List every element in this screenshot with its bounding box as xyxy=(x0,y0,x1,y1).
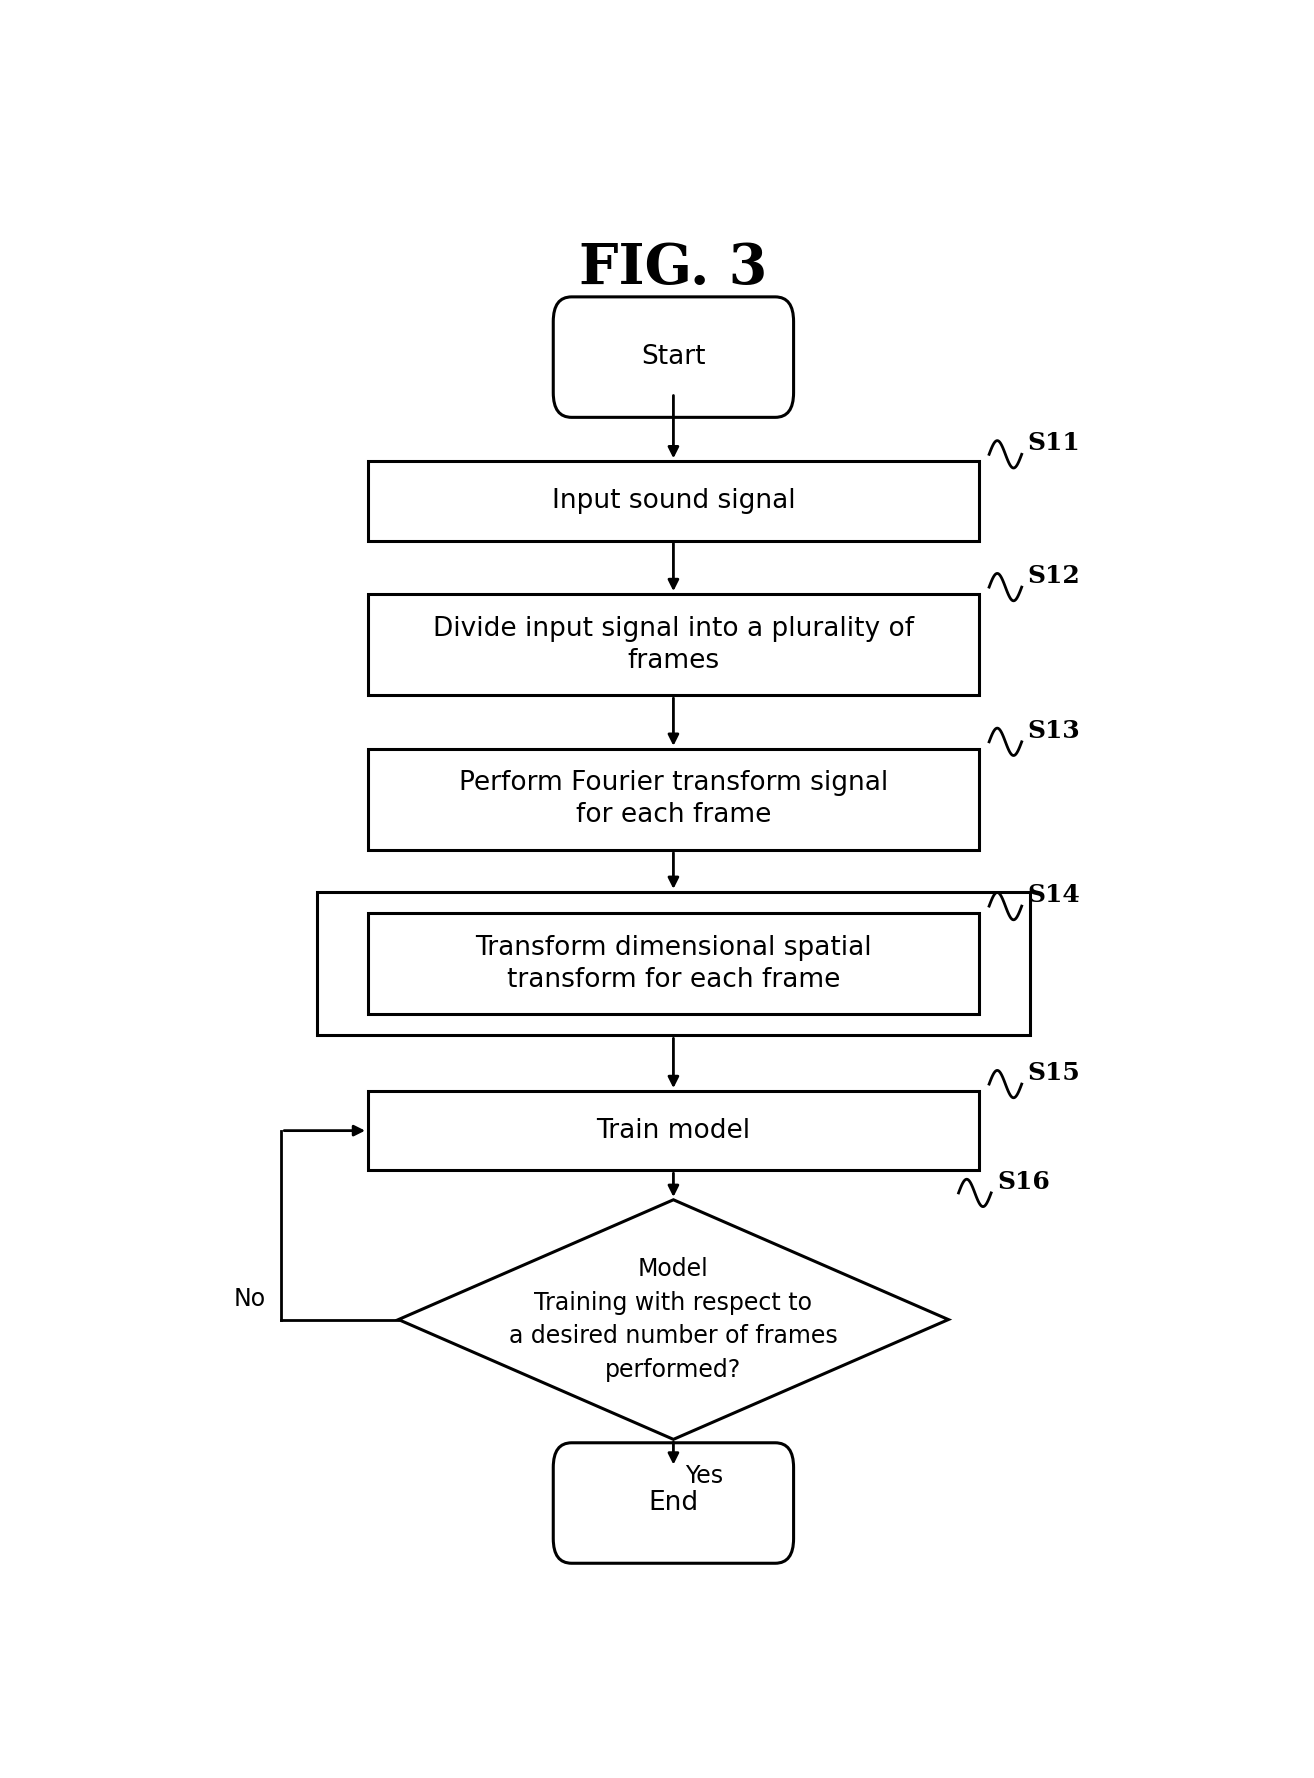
Bar xyxy=(368,594,979,695)
Bar xyxy=(368,749,979,850)
FancyBboxPatch shape xyxy=(553,297,794,418)
Bar xyxy=(368,912,979,1013)
Text: Divide input signal into a plurality of
frames: Divide input signal into a plurality of … xyxy=(432,615,915,674)
Text: S14: S14 xyxy=(1028,884,1080,907)
Polygon shape xyxy=(398,1200,949,1440)
Text: Train model: Train model xyxy=(597,1118,750,1143)
Text: End: End xyxy=(648,1490,699,1517)
Text: S12: S12 xyxy=(1028,564,1080,589)
FancyBboxPatch shape xyxy=(553,1442,794,1563)
Text: S15: S15 xyxy=(1028,1061,1080,1085)
Text: Model
Training with respect to
a desired number of frames
performed?: Model Training with respect to a desired… xyxy=(509,1257,838,1382)
Text: FIG. 3: FIG. 3 xyxy=(579,240,767,295)
Text: Perform Fourier transform signal
for each frame: Perform Fourier transform signal for eac… xyxy=(459,770,888,829)
Text: No: No xyxy=(234,1287,265,1310)
Text: Start: Start xyxy=(641,345,706,370)
Text: S13: S13 xyxy=(1028,718,1080,743)
Bar xyxy=(368,461,979,541)
Bar xyxy=(368,1092,979,1170)
Bar xyxy=(317,893,1030,1035)
Text: S16: S16 xyxy=(997,1170,1050,1195)
Text: Input sound signal: Input sound signal xyxy=(552,487,795,514)
Text: S11: S11 xyxy=(1028,432,1080,455)
Text: Transform dimensional spatial
transform for each frame: Transform dimensional spatial transform … xyxy=(476,935,871,992)
Text: Yes: Yes xyxy=(685,1463,723,1488)
